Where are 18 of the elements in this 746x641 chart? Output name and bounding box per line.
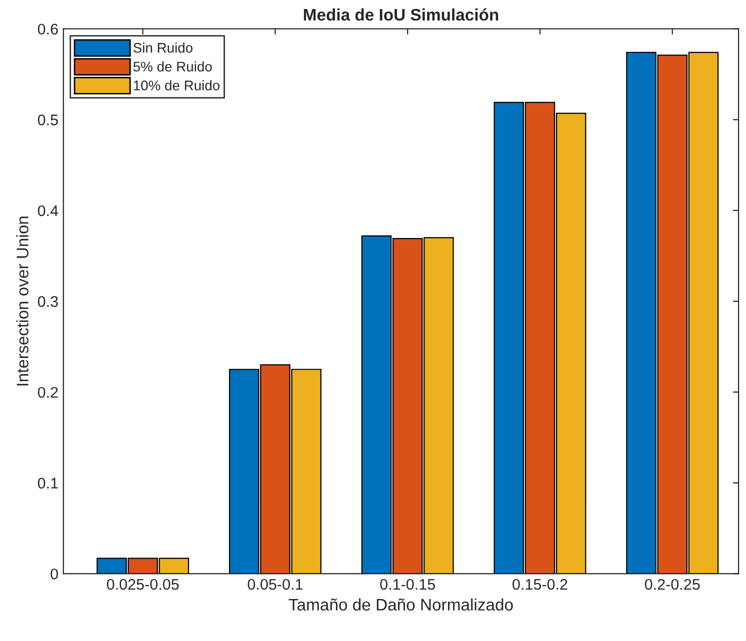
x-axis-title: Tamaño de Daño Normalizado bbox=[288, 598, 513, 611]
chart-title: Media de IoU Simulación bbox=[304, 8, 498, 21]
y-tick-label: 0.3 bbox=[38, 296, 58, 307]
x-tick-label: 0.2-0.25 bbox=[644, 578, 700, 590]
legend-label: Sin Ruido bbox=[133, 42, 192, 53]
x-tick-label: 0.025-0.05 bbox=[106, 578, 179, 590]
x-tick-label: 0.15-0.2 bbox=[512, 578, 568, 590]
y-tick-label: 0.5 bbox=[38, 114, 58, 126]
y-tick-label: 0.4 bbox=[38, 205, 58, 216]
y-tick-label: 0.6 bbox=[38, 24, 58, 35]
legend-label: 5% de Ruido bbox=[133, 61, 212, 72]
y-tick-label: 0 bbox=[50, 568, 58, 580]
y-axis-title: Intersection over Union bbox=[16, 216, 28, 386]
legend-label: 10% de Ruido bbox=[134, 80, 220, 90]
y-tick-label: 0.1 bbox=[38, 478, 58, 489]
y-tick-label: 0.2 bbox=[38, 386, 58, 398]
x-tick-label: 0.1-0.15 bbox=[380, 578, 435, 590]
x-tick-label: 0.05-0.1 bbox=[248, 578, 303, 590]
